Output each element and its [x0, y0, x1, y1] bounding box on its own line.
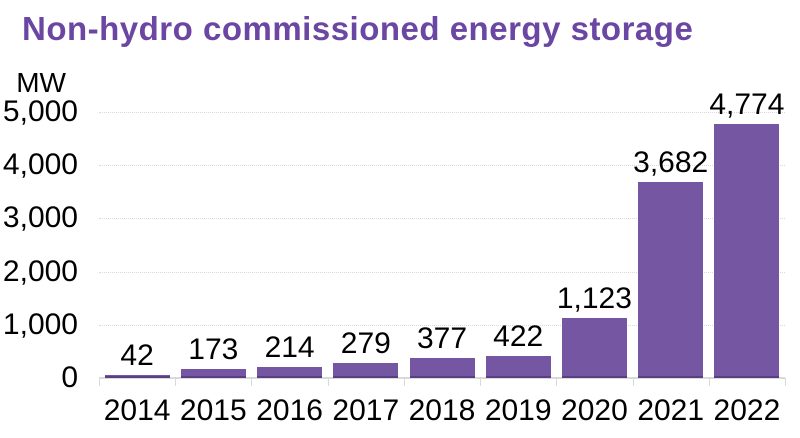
- gridline: [99, 218, 785, 220]
- y-axis-tick-label: 2,000: [2, 254, 78, 288]
- gridline: [99, 324, 785, 326]
- gridline: [99, 112, 785, 113]
- x-axis-tick: [708, 378, 710, 386]
- data-label-2014: 42: [120, 339, 154, 372]
- x-axis-tick-label: 2014: [103, 394, 171, 427]
- bar-2019: [485, 355, 551, 378]
- bar-2022: [714, 124, 780, 378]
- data-label-2019: 422: [493, 319, 544, 353]
- x-axis-tick-label: 2015: [179, 394, 247, 427]
- chart-title: Non-hydro commissioned energy storage: [22, 10, 694, 47]
- x-axis-tick: [327, 378, 329, 386]
- x-axis-line: [99, 377, 785, 379]
- x-axis-tick-label: 2017: [332, 394, 400, 427]
- x-axis-tick: [785, 378, 786, 386]
- x-axis-tick: [403, 378, 405, 386]
- x-axis-tick: [99, 378, 100, 386]
- gridline: [99, 271, 785, 273]
- bar-2018: [409, 357, 475, 378]
- x-axis-tick: [251, 378, 253, 386]
- x-axis-tick-label: 2019: [484, 394, 552, 427]
- x-axis-tick: [632, 378, 634, 386]
- y-axis-tick-label: 0: [61, 361, 78, 394]
- bar-2021: [638, 182, 704, 378]
- bar-2014: [104, 375, 170, 378]
- bar-2016: [257, 366, 323, 378]
- data-label-2021: 3,682: [633, 146, 709, 180]
- gridline: [99, 165, 785, 167]
- y-axis-tick-label: 5,000: [2, 95, 78, 128]
- bar-2015: [180, 368, 246, 378]
- data-label-2017: 279: [340, 327, 391, 361]
- x-axis-tick-label: 2022: [713, 394, 781, 427]
- x-axis-tick-label: 2018: [408, 394, 476, 427]
- data-label-2015: 173: [188, 332, 239, 366]
- x-axis-tick-label: 2020: [561, 394, 628, 427]
- y-axis-unit-label: MW: [16, 67, 66, 98]
- bar-2017: [333, 363, 399, 378]
- data-label-2016: 214: [264, 330, 315, 364]
- data-label-2022: 4,774: [709, 88, 785, 121]
- x-axis-tick-label: 2016: [256, 394, 323, 427]
- y-axis-tick-label: 3,000: [2, 201, 78, 235]
- data-label-2018: 377: [416, 321, 468, 355]
- data-label-2020: 1,123: [556, 282, 632, 316]
- bar-2020: [561, 318, 627, 378]
- x-axis-tick: [175, 378, 177, 386]
- x-axis-tick-label: 2021: [637, 394, 705, 427]
- x-axis-tick: [556, 378, 558, 386]
- x-axis-tick: [480, 378, 482, 386]
- y-axis-tick-label: 4,000: [2, 148, 78, 182]
- y-axis-tick-label: 1,000: [2, 307, 78, 341]
